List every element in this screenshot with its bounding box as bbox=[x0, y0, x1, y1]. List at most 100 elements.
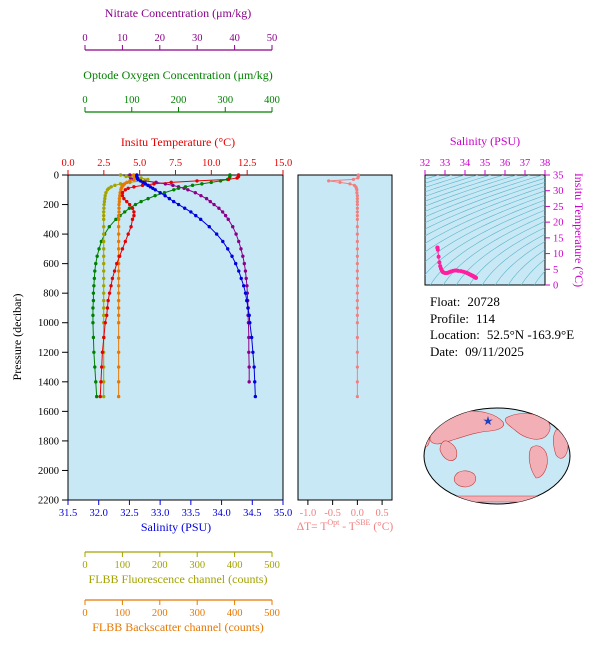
delta-data-point bbox=[355, 225, 359, 229]
data-point bbox=[241, 254, 245, 258]
data-point bbox=[148, 185, 153, 189]
continent-se-asia bbox=[439, 440, 458, 461]
data-point bbox=[102, 261, 106, 266]
data-point bbox=[105, 306, 110, 310]
salinity-axis-title: Salinity (PSU) bbox=[140, 520, 212, 534]
ts-data-point bbox=[437, 260, 442, 265]
temperature-tick-label: 12.5 bbox=[238, 158, 256, 169]
data-point bbox=[103, 196, 107, 201]
data-point bbox=[253, 380, 257, 384]
data-point bbox=[102, 217, 106, 222]
ts-salinity-tick-label: 33 bbox=[440, 158, 451, 169]
data-point bbox=[139, 199, 143, 204]
nitrate-tick-label: 50 bbox=[267, 33, 278, 44]
delta-title-part: (°C) bbox=[370, 520, 394, 533]
salinity-tick-label: 34.5 bbox=[243, 508, 261, 519]
data-point bbox=[102, 306, 106, 310]
sigma-contour bbox=[425, 195, 545, 253]
continent-north-america bbox=[505, 413, 551, 440]
date-label: Date: bbox=[430, 343, 459, 359]
temperature-axis: 0.0 2.5 5.0 7.5 10.0 12.5 15.0 bbox=[61, 158, 292, 175]
sigma-contour bbox=[520, 259, 545, 285]
data-point bbox=[248, 321, 252, 325]
data-point bbox=[204, 196, 209, 201]
oxygen-tick-label: 200 bbox=[171, 95, 187, 106]
pressure-axis-title: Pressure (decibar) bbox=[10, 293, 24, 381]
oxygen-tick-label: 0 bbox=[82, 95, 87, 106]
data-point bbox=[176, 202, 181, 207]
data-point bbox=[226, 217, 230, 222]
data-point bbox=[244, 276, 248, 281]
data-point bbox=[102, 380, 106, 384]
float-info-line: Date: 09/11/2025 bbox=[430, 344, 574, 361]
ts-temperature-tick-label: 15 bbox=[553, 233, 564, 244]
data-point bbox=[100, 350, 105, 354]
data-point bbox=[247, 313, 251, 318]
data-point bbox=[167, 196, 172, 201]
data-point bbox=[169, 180, 173, 185]
flbb-backscatter-curve bbox=[116, 173, 140, 399]
data-point bbox=[91, 313, 95, 318]
salinity-tick-label: 31.5 bbox=[59, 508, 77, 519]
sigma-contour bbox=[456, 221, 545, 285]
oxygen-tick-label: 300 bbox=[217, 95, 233, 106]
sigma-contour bbox=[425, 190, 545, 244]
data-point bbox=[189, 210, 193, 214]
pressure-tick-label: 600 bbox=[43, 259, 59, 270]
data-point bbox=[207, 225, 211, 229]
delta-data-point bbox=[355, 188, 359, 192]
data-point bbox=[117, 210, 121, 214]
world-map bbox=[423, 407, 571, 505]
delta-data-point bbox=[355, 206, 359, 210]
pressure-axis: 0 200 400 600 800 1000 1200 1400 1600 1800 2000 220… bbox=[38, 171, 68, 507]
data-point bbox=[133, 202, 138, 207]
temperature-axis-title: Insitu Temperature (°C) bbox=[120, 135, 236, 149]
delta-t-panel: -1.0 -0.5 0.0 0.5 bbox=[297, 173, 393, 519]
location-value: 52.5°N -163.9°E bbox=[486, 327, 575, 342]
fluorescence-axis: 0 100 200 300 400 500 bbox=[82, 551, 280, 571]
data-point bbox=[247, 335, 251, 340]
data-point bbox=[212, 202, 216, 207]
salinity-tick-label: 32.5 bbox=[120, 508, 138, 519]
sigma-contour bbox=[425, 181, 545, 230]
sigma-contour bbox=[425, 204, 545, 275]
data-point bbox=[234, 232, 238, 236]
delta-data-point bbox=[355, 269, 359, 273]
delta-t-axis-title: ΔT= TOpt - TSBE (°C) bbox=[275, 518, 415, 533]
data-point bbox=[116, 306, 121, 310]
data-point bbox=[112, 269, 117, 273]
nitrate-axis-title: Nitrate Concentration (μm/kg) bbox=[104, 6, 252, 20]
data-point bbox=[223, 213, 228, 218]
data-point bbox=[237, 239, 241, 244]
delta-title-sup-sbe: SBE bbox=[355, 518, 371, 527]
temperature-tick-label: 0.0 bbox=[61, 158, 74, 169]
sigma-contour bbox=[425, 175, 466, 188]
ts-temperature-tick-label: 0 bbox=[553, 281, 558, 292]
data-point bbox=[117, 254, 122, 258]
data-point bbox=[183, 206, 187, 210]
data-point bbox=[146, 177, 150, 182]
data-point bbox=[103, 321, 107, 325]
data-point bbox=[190, 183, 195, 188]
data-point bbox=[91, 335, 96, 340]
ts-temperature-tick-label: 10 bbox=[553, 249, 564, 260]
data-point bbox=[92, 276, 97, 281]
data-point bbox=[162, 191, 167, 195]
data-point bbox=[99, 380, 103, 384]
sigma-contour bbox=[482, 233, 545, 285]
delta-data-point bbox=[355, 298, 359, 303]
sigma-contour bbox=[533, 270, 545, 285]
data-point bbox=[116, 335, 121, 340]
float-label: Float: bbox=[430, 294, 461, 309]
data-point bbox=[209, 180, 213, 185]
data-point bbox=[127, 206, 132, 210]
delta-tick-label: -0.5 bbox=[324, 508, 341, 519]
insitu-temperature-curve bbox=[98, 173, 241, 399]
nitrate-tick-label: 20 bbox=[155, 33, 166, 44]
backscatter-tick-label: 200 bbox=[152, 608, 168, 619]
sigma-contour bbox=[425, 175, 453, 184]
data-point bbox=[116, 380, 121, 384]
data-point bbox=[102, 269, 106, 273]
data-point bbox=[171, 199, 176, 204]
float-info-line: Float: 20728 bbox=[430, 294, 574, 311]
